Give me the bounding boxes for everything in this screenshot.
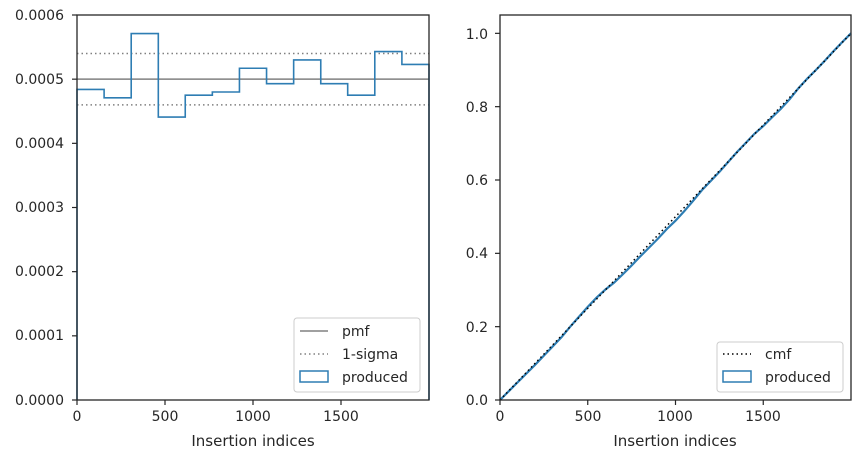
right-legend-produced-swatch bbox=[722, 370, 752, 383]
right-ytick-label-4: 0.8 bbox=[466, 100, 488, 116]
left-legend-produced-swatch bbox=[299, 370, 329, 383]
right-legend-cmf-label: cmf bbox=[765, 347, 792, 363]
left-y-tick-labels: 0.0000 0.0001 0.0002 0.0003 0.0004 0.000… bbox=[15, 8, 64, 409]
left-ytick-label-4: 0.0004 bbox=[15, 136, 64, 152]
left-ytick-label-3: 0.0003 bbox=[15, 200, 64, 216]
right-ytick-label-1: 0.2 bbox=[466, 320, 488, 336]
left-legend-box bbox=[293, 317, 421, 393]
right-xtick-label-0: 0 bbox=[496, 409, 505, 425]
right-x-tick-labels: 0 500 1000 1500 bbox=[496, 409, 781, 425]
left-x-axis-label: Insertion indices bbox=[191, 432, 314, 450]
left-legend: pmf 1-sigma produced bbox=[293, 317, 421, 393]
right-y-tick-labels: 0.0 0.2 0.4 0.6 0.8 1.0 bbox=[466, 27, 488, 409]
produced-cdf-line bbox=[499, 32, 852, 401]
left-ytick-label-0: 0.0000 bbox=[15, 393, 64, 409]
right-xtick-label-3: 1500 bbox=[745, 409, 781, 425]
left-ytick-label-5: 0.0005 bbox=[15, 72, 64, 88]
left-panel: 0.0000 0.0001 0.0002 0.0003 0.0004 0.000… bbox=[15, 8, 430, 450]
right-ytick-label-0: 0.0 bbox=[466, 393, 488, 409]
left-tick-marks bbox=[72, 14, 342, 405]
left-legend-produced-label: produced bbox=[342, 370, 408, 386]
left-xtick-label-3: 1500 bbox=[323, 409, 359, 425]
right-xtick-label-2: 1000 bbox=[657, 409, 693, 425]
left-ytick-label-1: 0.0001 bbox=[15, 328, 64, 344]
right-ytick-label-3: 0.6 bbox=[466, 173, 488, 189]
left-xtick-label-1: 500 bbox=[152, 409, 179, 425]
right-plot-marks bbox=[499, 32, 852, 401]
right-legend-produced-label: produced bbox=[765, 370, 831, 386]
right-panel: 0.0 0.2 0.4 0.6 0.8 1.0 0 500 1000 1500 … bbox=[466, 14, 852, 450]
right-tick-marks bbox=[495, 32, 764, 405]
left-x-tick-labels: 0 500 1000 1500 bbox=[73, 409, 359, 425]
right-ytick-label-2: 0.4 bbox=[466, 246, 488, 262]
left-legend-sigma-label: 1-sigma bbox=[342, 347, 398, 363]
left-ytick-label-2: 0.0002 bbox=[15, 264, 64, 280]
left-xtick-label-0: 0 bbox=[73, 409, 82, 425]
right-legend: cmf produced bbox=[716, 341, 844, 393]
right-x-axis-label: Insertion indices bbox=[613, 432, 736, 450]
produced-step-histogram bbox=[76, 32, 430, 400]
left-legend-pmf-label: pmf bbox=[342, 324, 371, 340]
left-plot-marks bbox=[76, 32, 430, 400]
right-xtick-label-1: 500 bbox=[575, 409, 602, 425]
left-ytick-label-6: 0.0006 bbox=[15, 8, 64, 24]
right-legend-box bbox=[716, 341, 844, 393]
right-ytick-label-5: 1.0 bbox=[466, 27, 488, 43]
left-xtick-label-2: 1000 bbox=[235, 409, 271, 425]
